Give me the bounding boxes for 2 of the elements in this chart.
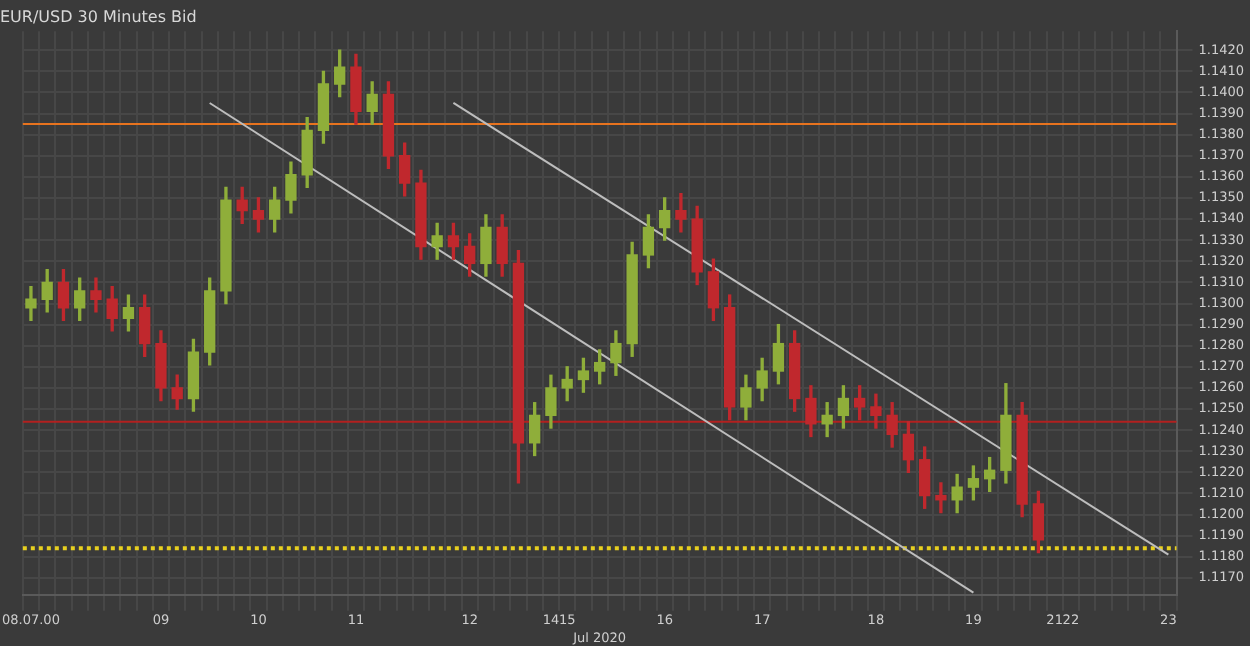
chart-title: EUR/USD 30 Minutes Bid (0, 7, 197, 26)
candlestick (935, 482, 947, 514)
